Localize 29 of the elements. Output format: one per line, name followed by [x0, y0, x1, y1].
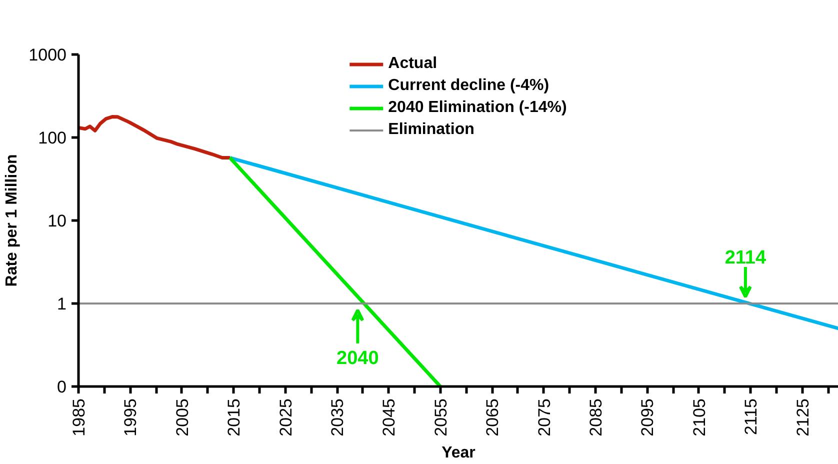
x-tick-label: 2075: [534, 398, 554, 436]
x-tick-label: 1985: [70, 398, 88, 436]
legend-label: Current decline (-4%): [388, 76, 550, 96]
y-tick-label: 1: [57, 294, 67, 314]
x-tick-label: 2005: [172, 398, 192, 436]
y-tick-label: 10: [48, 212, 67, 230]
x-tick-label: 2055: [431, 398, 450, 436]
x-tick-label: 2085: [586, 398, 606, 436]
x-tick-label: 2045: [380, 398, 399, 436]
x-tick-label: 2125: [793, 398, 812, 436]
x-tick-label: 2115: [742, 398, 761, 436]
x-tick-label: 2065: [483, 398, 502, 436]
y-axis-title: Rate per 1 Million: [4, 154, 21, 287]
x-tick-label: 2105: [690, 398, 709, 436]
x-tick-label: 2095: [638, 398, 658, 436]
annotation: 2114: [724, 248, 766, 269]
legend-label: Elimination: [388, 120, 474, 140]
annotation: 2040: [336, 348, 379, 369]
x-tick-label: 1995: [121, 398, 140, 436]
y-tick-label: 1000: [28, 46, 67, 64]
y-tick-label: 0: [57, 378, 67, 396]
legend-label: 2040 Elimination (-14%): [388, 98, 567, 118]
line-series: [78, 114, 232, 160]
x-tick-label: 2035: [328, 398, 348, 436]
x-tick-label: 2015: [224, 398, 244, 436]
y-tick-label: 100: [38, 128, 67, 148]
x-tick-label: 2025: [276, 398, 296, 436]
x-axis-title: Year: [442, 444, 476, 462]
legend-label: Actual: [388, 54, 438, 74]
